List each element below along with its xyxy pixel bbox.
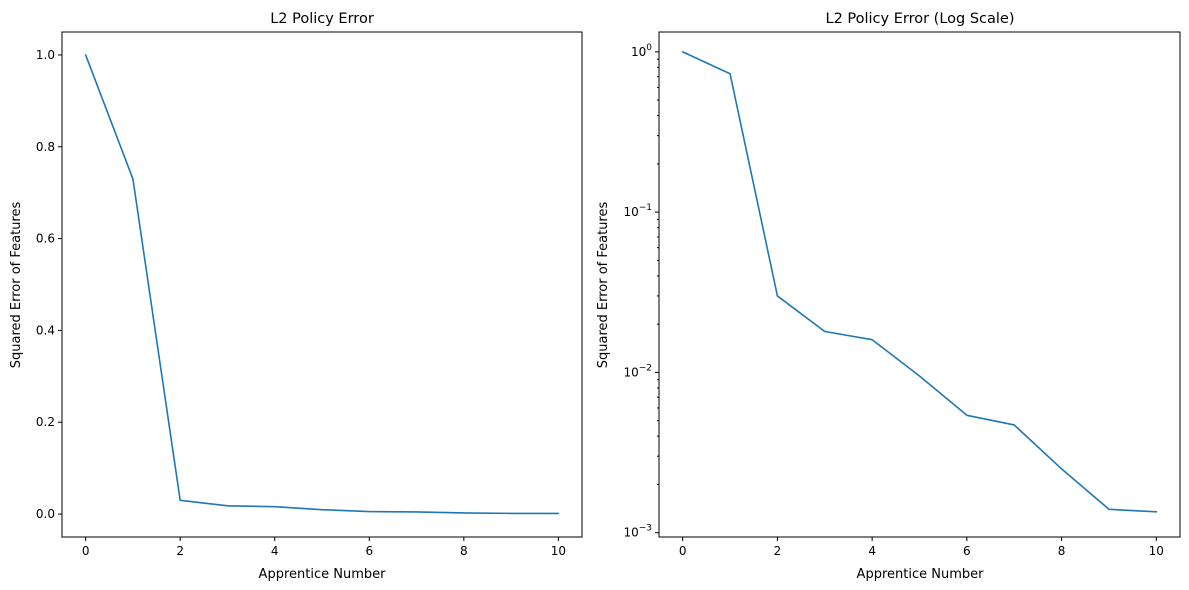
chart-title: L2 Policy Error (Log Scale) xyxy=(825,11,1014,27)
y-tick-label: 0.4 xyxy=(36,323,55,337)
x-axis-label: Apprentice Number xyxy=(857,567,985,582)
x-tick-label: 8 xyxy=(460,544,468,558)
y-tick-label: 1.0 xyxy=(36,48,55,62)
x-tick-label: 6 xyxy=(365,544,373,558)
y-tick-label: 0.2 xyxy=(36,415,55,429)
y-axis-label: Squared Error of Features xyxy=(596,202,611,369)
tick-group: 0 2 4 6 8 10 0.0 0.2 0.4 0.6 0.8 1.0 xyxy=(36,48,566,558)
x-tick-label: 4 xyxy=(868,544,876,558)
y-tick-label: 0.0 xyxy=(36,507,55,521)
x-tick-label: 10 xyxy=(1149,544,1164,558)
y-tick-label: 100 xyxy=(631,43,652,59)
x-axis-label: Apprentice Number xyxy=(259,567,387,582)
x-tick-label: 2 xyxy=(774,544,782,558)
y-axis-label: Squared Error of Features xyxy=(9,202,24,369)
x-tick-label: 0 xyxy=(82,544,90,558)
x-tick-label: 4 xyxy=(271,544,279,558)
log-chart-panel: L2 Policy Error (Log Scale) Apprentice N… xyxy=(596,11,1181,582)
x-tick-label: 8 xyxy=(1058,544,1066,558)
tick-group: 0 2 4 6 8 10 10−3 10−2 10−1 100 xyxy=(623,43,1164,558)
y-tick-label: 10−1 xyxy=(623,203,652,219)
series-line xyxy=(84,54,560,515)
x-tick-label: 6 xyxy=(963,544,971,558)
series-line xyxy=(681,51,1158,513)
x-tick-label: 0 xyxy=(679,544,687,558)
y-tick-label: 0.8 xyxy=(36,140,55,154)
x-tick-label: 10 xyxy=(551,544,566,558)
y-tick-label: 0.6 xyxy=(36,232,55,246)
y-tick-label: 10−2 xyxy=(623,363,652,379)
plot-frame xyxy=(61,31,583,538)
plot-frame xyxy=(658,31,1181,538)
linear-chart-panel: L2 Policy Error Apprentice Number Square… xyxy=(9,11,583,582)
y-tick-label: 10−3 xyxy=(623,524,652,540)
x-tick-label: 2 xyxy=(176,544,184,558)
chart-title: L2 Policy Error xyxy=(270,11,374,27)
